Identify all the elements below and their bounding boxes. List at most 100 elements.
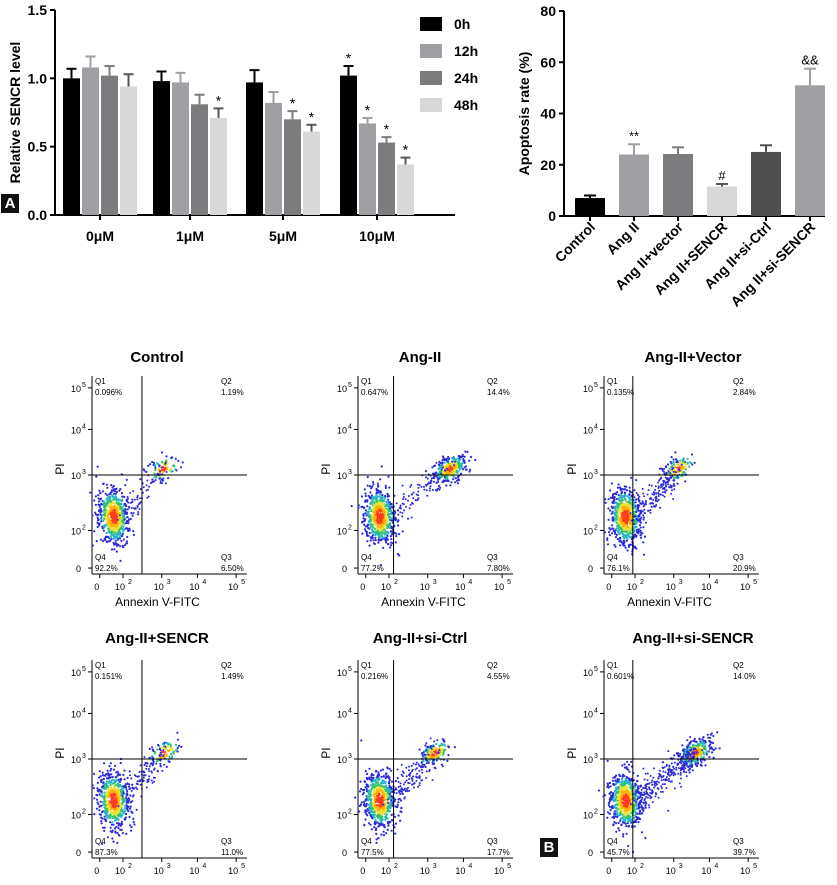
flow-y-tick-label: 10: [71, 526, 81, 536]
flow-dot: [377, 806, 379, 808]
flow-dot: [375, 770, 377, 772]
flow-dot: [157, 770, 159, 772]
flow-dot: [121, 814, 123, 816]
flow-dot: [675, 461, 677, 463]
flow-dot: [116, 822, 118, 824]
flow-dot: [651, 506, 653, 508]
flow-dot: [416, 499, 418, 501]
flow-q4-value: 76.1%: [607, 564, 630, 573]
flow-dot: [419, 749, 421, 751]
flow-dot: [115, 517, 117, 519]
flow-dot: [103, 762, 105, 764]
flow-dot: [366, 773, 368, 775]
flow-x-tick-label: 10: [627, 866, 637, 876]
flow-dot: [375, 539, 377, 541]
flow-dot: [149, 748, 151, 750]
flow-dot: [96, 787, 98, 789]
flow-dot: [372, 777, 374, 779]
flow-dot: [454, 746, 456, 748]
flow-dot: [381, 526, 383, 528]
chart-a-legend-swatch: [420, 44, 442, 58]
flow-dot: [439, 462, 441, 464]
flow-dot: [108, 499, 110, 501]
flow-dot: [464, 466, 466, 468]
flow-dot: [127, 530, 129, 532]
flow-dot: [389, 803, 391, 805]
flow-scatter: [354, 737, 456, 844]
flow-dot: [663, 473, 665, 475]
chart-a-significance-mark: *: [216, 92, 222, 108]
flow-x-tick-label: 10: [740, 582, 750, 592]
flow-dot: [162, 751, 164, 753]
flow-dot: [166, 755, 168, 757]
flow-dot: [126, 542, 128, 544]
flow-dot: [102, 504, 104, 506]
flow-dot: [659, 478, 661, 480]
flow-dot: [146, 762, 148, 764]
flow-x-tick-exponent: 4: [202, 579, 206, 586]
flow-dot: [395, 780, 397, 782]
flow-dot: [388, 777, 390, 779]
chart-a-significance-mark: *: [365, 102, 371, 118]
flow-dot: [679, 460, 681, 462]
flow-dot: [128, 518, 130, 520]
flow-dot: [604, 498, 606, 500]
flow-dot: [381, 465, 383, 467]
flow-dot: [387, 543, 389, 545]
flow-dot: [390, 786, 392, 788]
flow-dot: [136, 496, 138, 498]
flow-dot: [106, 817, 108, 819]
flow-dot: [396, 792, 398, 794]
chart-b-x-tick-label: Ang II+si-SENCR: [727, 219, 818, 310]
flow-dot: [156, 462, 158, 464]
flow-x-tick-label: 10: [455, 866, 465, 876]
flow-y-tick-exponent: 2: [348, 524, 352, 531]
flow-x-tick-label: 10: [494, 866, 504, 876]
flow-dot: [102, 520, 104, 522]
flow-dot: [667, 463, 669, 465]
flow-dot: [374, 523, 376, 525]
flow-dot: [104, 804, 106, 806]
flow-dot: [116, 779, 118, 781]
flow-dot: [109, 784, 111, 786]
flow-dot: [679, 462, 681, 464]
flow-y-axis-label: PI: [53, 463, 67, 474]
flow-dot: [378, 787, 380, 789]
flow-dot: [170, 747, 172, 749]
flow-dot: [386, 500, 388, 502]
flow-y-tick-exponent: 5: [594, 666, 598, 673]
flow-x-tick-label: 10: [154, 582, 164, 592]
flow-y-tick-exponent: 4: [82, 707, 86, 714]
flow-x-tick-label: 10: [228, 582, 238, 592]
flow-dot: [130, 826, 132, 828]
flow-dot: [382, 496, 384, 498]
flow-dot: [403, 503, 405, 505]
flow-dot: [93, 797, 95, 799]
flow-dot: [618, 510, 620, 512]
flow-dot: [138, 503, 140, 505]
flow-dot: [390, 527, 392, 529]
flow-x-tick-exponent: 4: [714, 863, 718, 870]
chart-b-y-tick-label: 20: [540, 157, 556, 173]
flow-dot: [374, 786, 376, 788]
flow-dot: [118, 793, 120, 795]
flow-dot: [616, 498, 618, 500]
flow-dot: [618, 527, 620, 529]
flow-dot: [128, 816, 130, 818]
flow-dot: [115, 537, 117, 539]
flow-dot: [432, 760, 434, 762]
chart-a-bar: [210, 118, 227, 215]
flow-dot: [413, 492, 415, 494]
flow-dot: [131, 499, 133, 501]
flow-dot: [116, 842, 118, 844]
flow-dot: [387, 802, 389, 804]
flow-dot: [662, 494, 664, 496]
flow-dot: [628, 494, 630, 496]
flow-dot: [410, 484, 412, 486]
flow-q2-value: 14.4%: [487, 388, 510, 397]
flow-dot: [421, 769, 423, 771]
flow-dot: [97, 514, 99, 516]
flow-dot: [110, 525, 112, 527]
flow-dot: [643, 516, 645, 518]
flow-dot: [397, 509, 399, 511]
